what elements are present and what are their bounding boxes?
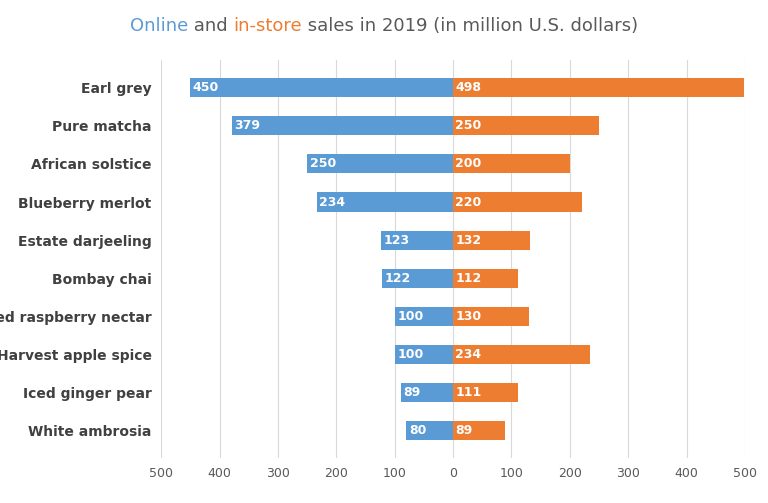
Bar xyxy=(453,230,530,249)
Text: 80: 80 xyxy=(409,424,426,437)
Bar xyxy=(401,383,453,401)
Bar xyxy=(406,421,453,440)
Bar xyxy=(382,230,453,249)
Text: 498: 498 xyxy=(455,81,482,95)
Bar xyxy=(232,117,453,135)
Text: 111: 111 xyxy=(455,386,482,399)
Bar xyxy=(395,306,453,325)
Text: 234: 234 xyxy=(319,196,345,209)
Text: 379: 379 xyxy=(234,119,260,132)
Bar xyxy=(453,78,743,98)
Text: 234: 234 xyxy=(455,348,482,361)
Text: 112: 112 xyxy=(455,272,482,285)
Text: 100: 100 xyxy=(397,348,423,361)
Bar xyxy=(453,421,505,440)
Bar xyxy=(453,269,518,288)
Bar xyxy=(382,269,453,288)
Text: 100: 100 xyxy=(397,309,423,322)
Bar xyxy=(395,345,453,364)
Text: 200: 200 xyxy=(455,157,482,171)
Text: 220: 220 xyxy=(455,196,482,209)
Text: 89: 89 xyxy=(455,424,473,437)
Bar xyxy=(453,193,581,212)
Text: 250: 250 xyxy=(455,119,482,132)
Text: 450: 450 xyxy=(193,81,219,95)
Text: Online: Online xyxy=(130,17,188,35)
Text: 122: 122 xyxy=(384,272,410,285)
Bar xyxy=(453,345,590,364)
Text: in-store: in-store xyxy=(233,17,302,35)
Text: sales in 2019 (in million U.S. dollars): sales in 2019 (in million U.S. dollars) xyxy=(302,17,638,35)
Text: 250: 250 xyxy=(310,157,336,171)
Text: 123: 123 xyxy=(384,233,410,246)
Bar xyxy=(453,154,570,174)
Bar xyxy=(453,306,529,325)
Bar xyxy=(316,193,453,212)
Bar xyxy=(453,383,518,401)
Text: 89: 89 xyxy=(403,386,421,399)
Text: 130: 130 xyxy=(455,309,482,322)
Text: 132: 132 xyxy=(455,233,482,246)
Bar xyxy=(307,154,453,174)
Bar xyxy=(190,78,453,98)
Bar xyxy=(453,117,599,135)
Text: and: and xyxy=(188,17,233,35)
